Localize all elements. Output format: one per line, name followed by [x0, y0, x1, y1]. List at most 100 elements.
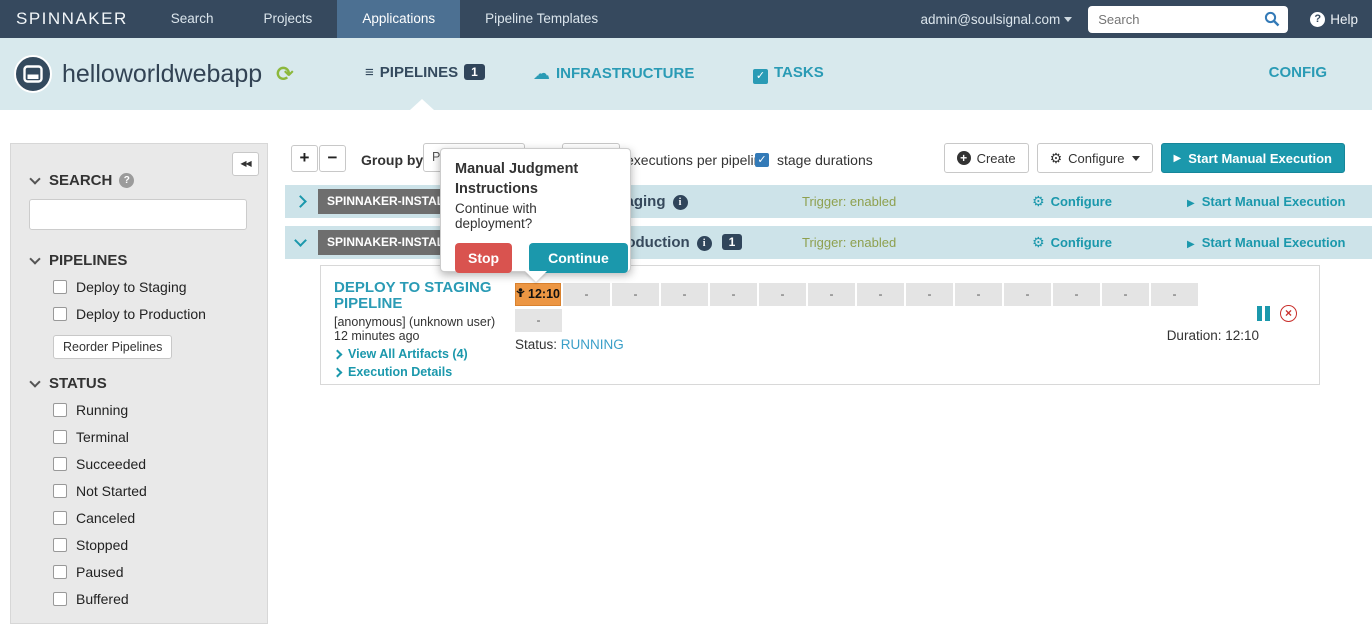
popup-buttons: Stop Continue — [455, 243, 628, 274]
toolbar-actions: + Create ⚙ Configure ▶ Start Manual Executi… — [936, 143, 1345, 173]
stage-cell[interactable]: - — [612, 283, 659, 306]
stage-cell[interactable]: - — [563, 283, 610, 306]
stage-cell[interactable]: - — [515, 309, 562, 332]
create-label: Create — [976, 150, 1016, 166]
search-section-header[interactable]: SEARCH ? — [29, 172, 249, 189]
status-filter-row[interactable]: Paused — [53, 564, 249, 580]
user-menu[interactable]: admin@soulsignal.com — [920, 12, 1073, 27]
nav-item-pipeline-templates[interactable]: Pipeline Templates — [485, 11, 599, 26]
gear-icon: ⚙ — [1032, 193, 1045, 209]
status-filter-row[interactable]: Buffered — [53, 591, 249, 607]
cancel-icon[interactable]: × — [1280, 305, 1297, 322]
checkbox-label: Canceled — [76, 510, 136, 526]
start-manual-execution-link[interactable]: ▶ Start Manual Execution — [1187, 235, 1372, 250]
pipelines-section-header[interactable]: PIPELINES — [29, 252, 249, 269]
zoom-out-button[interactable]: − — [319, 145, 346, 172]
status-filter-row[interactable]: Succeeded — [53, 456, 249, 472]
pipeline-filter-row[interactable]: Deploy to Staging — [53, 279, 249, 295]
execution-summary: DEPLOY TO STAGING PIPELINE [anonymous] (… — [334, 280, 509, 344]
nav-item-projects[interactable]: Projects — [263, 11, 313, 26]
top-nav: SPINNAKER Search Projects Applications P… — [0, 0, 1372, 38]
stage-cell[interactable]: - — [759, 283, 806, 306]
continue-button[interactable]: Continue — [529, 243, 628, 274]
info-icon[interactable]: i — [672, 195, 688, 210]
start-manual-execution-link[interactable]: ▶ Start Manual Execution — [1187, 194, 1372, 209]
checkbox[interactable] — [53, 307, 67, 321]
configure-pipeline-link[interactable]: ⚙ Configure — [1032, 193, 1187, 210]
status-filter-row[interactable]: Not Started — [53, 483, 249, 499]
stage-pills-row2: - — [515, 309, 564, 332]
gear-icon: ⚙ — [1032, 234, 1045, 250]
status-filter-row[interactable]: Running — [53, 402, 249, 418]
application-identity: helloworldwebapp ⟳ — [14, 55, 294, 93]
status-section-title: STATUS — [49, 375, 107, 392]
spinnaker-logo[interactable]: SPINNAKER — [16, 9, 128, 28]
tab-infrastructure[interactable]: ☁ INFRASTRUCTURE — [533, 64, 694, 84]
status-section-header[interactable]: STATUS — [29, 375, 249, 392]
configure-button[interactable]: ⚙ Configure — [1036, 143, 1153, 173]
checkbox-label: Deploy to Staging — [76, 279, 187, 295]
start-link-label: Start Manual Execution — [1201, 194, 1346, 209]
checkbox-label: Stopped — [76, 537, 129, 553]
start-label: Start Manual Execution — [1188, 150, 1332, 166]
tab-pipelines[interactable]: ≡ PIPELINES 1 — [365, 64, 485, 81]
checkbox[interactable] — [53, 430, 67, 444]
checkbox[interactable] — [53, 538, 67, 552]
stage-cell[interactable]: - — [1053, 283, 1100, 306]
stage-cell[interactable]: - — [808, 283, 855, 306]
execution-pipeline-title[interactable]: DEPLOY TO STAGING PIPELINE — [334, 279, 492, 312]
stage-cell[interactable]: - — [1004, 283, 1051, 306]
help-label: Help — [1330, 11, 1358, 27]
nav-right-group: admin@soulsignal.com ?Help — [920, 0, 1372, 38]
popup-title: Manual Judgment Instructions — [455, 161, 579, 197]
pipelines-count-badge: 1 — [464, 64, 485, 80]
execution-duration: Duration: 12:10 — [1166, 328, 1259, 343]
start-manual-execution-button[interactable]: ▶ Start Manual Execution — [1160, 143, 1345, 173]
checkbox[interactable] — [53, 511, 67, 525]
zoom-in-button[interactable]: + — [291, 145, 318, 172]
pipeline-filter-row[interactable]: Deploy to Production — [53, 306, 249, 322]
pause-icon[interactable] — [1257, 306, 1270, 321]
checkbox[interactable] — [53, 280, 67, 294]
checkbox[interactable] — [53, 457, 67, 471]
manual-judgment-stage-pill[interactable]: 12:10 — [515, 283, 561, 306]
status-filter-row[interactable]: Terminal — [53, 429, 249, 445]
create-button[interactable]: + Create — [943, 143, 1029, 173]
stage-cell[interactable]: - — [661, 283, 708, 306]
chevron-right-icon[interactable] — [294, 195, 307, 208]
execution-card: DEPLOY TO STAGING PIPELINE [anonymous] (… — [320, 265, 1320, 385]
tab-pipelines-label: PIPELINES — [379, 64, 459, 81]
tab-tasks[interactable]: ✓ TASKS — [753, 64, 824, 84]
help-menu[interactable]: ? Help — [1310, 11, 1358, 27]
nav-item-applications[interactable]: Applications — [337, 0, 461, 38]
execution-details-link[interactable]: Execution Details — [332, 365, 452, 379]
help-circle-icon[interactable]: ? — [119, 173, 135, 188]
nav-item-search[interactable]: Search — [170, 11, 214, 26]
stage-durations-checkbox[interactable]: ✓ — [755, 153, 769, 167]
status-filter-row[interactable]: Stopped — [53, 537, 249, 553]
info-icon[interactable]: i — [696, 236, 712, 251]
stage-cell[interactable]: - — [955, 283, 1002, 306]
checkbox[interactable] — [53, 592, 67, 606]
checkbox[interactable] — [53, 403, 67, 417]
config-link[interactable]: CONFIG — [1268, 64, 1327, 81]
collapse-sidebar-button[interactable]: ◀◀ — [232, 152, 259, 176]
checkbox[interactable] — [53, 565, 67, 579]
search-input[interactable] — [1088, 5, 1289, 33]
chevron-down-icon[interactable] — [294, 234, 307, 247]
stage-cell[interactable]: - — [1151, 283, 1198, 306]
configure-pipeline-link[interactable]: ⚙ Configure — [1032, 234, 1187, 251]
tab-tasks-label: TASKS — [774, 64, 824, 81]
status-filter-row[interactable]: Canceled — [53, 510, 249, 526]
stage-cell[interactable]: - — [906, 283, 953, 306]
stage-cell[interactable]: - — [857, 283, 904, 306]
refresh-icon[interactable]: ⟳ — [276, 62, 294, 86]
stage-cell[interactable]: - — [1102, 283, 1149, 306]
stage-cell[interactable]: - — [710, 283, 757, 306]
filter-search-input[interactable] — [29, 199, 247, 230]
checkbox[interactable] — [53, 484, 67, 498]
search-icon[interactable] — [1264, 11, 1280, 32]
reorder-pipelines-button[interactable]: Reorder Pipelines — [53, 335, 173, 359]
view-all-artifacts-link[interactable]: View All Artifacts (4) — [332, 347, 468, 361]
stop-button[interactable]: Stop — [455, 243, 513, 274]
